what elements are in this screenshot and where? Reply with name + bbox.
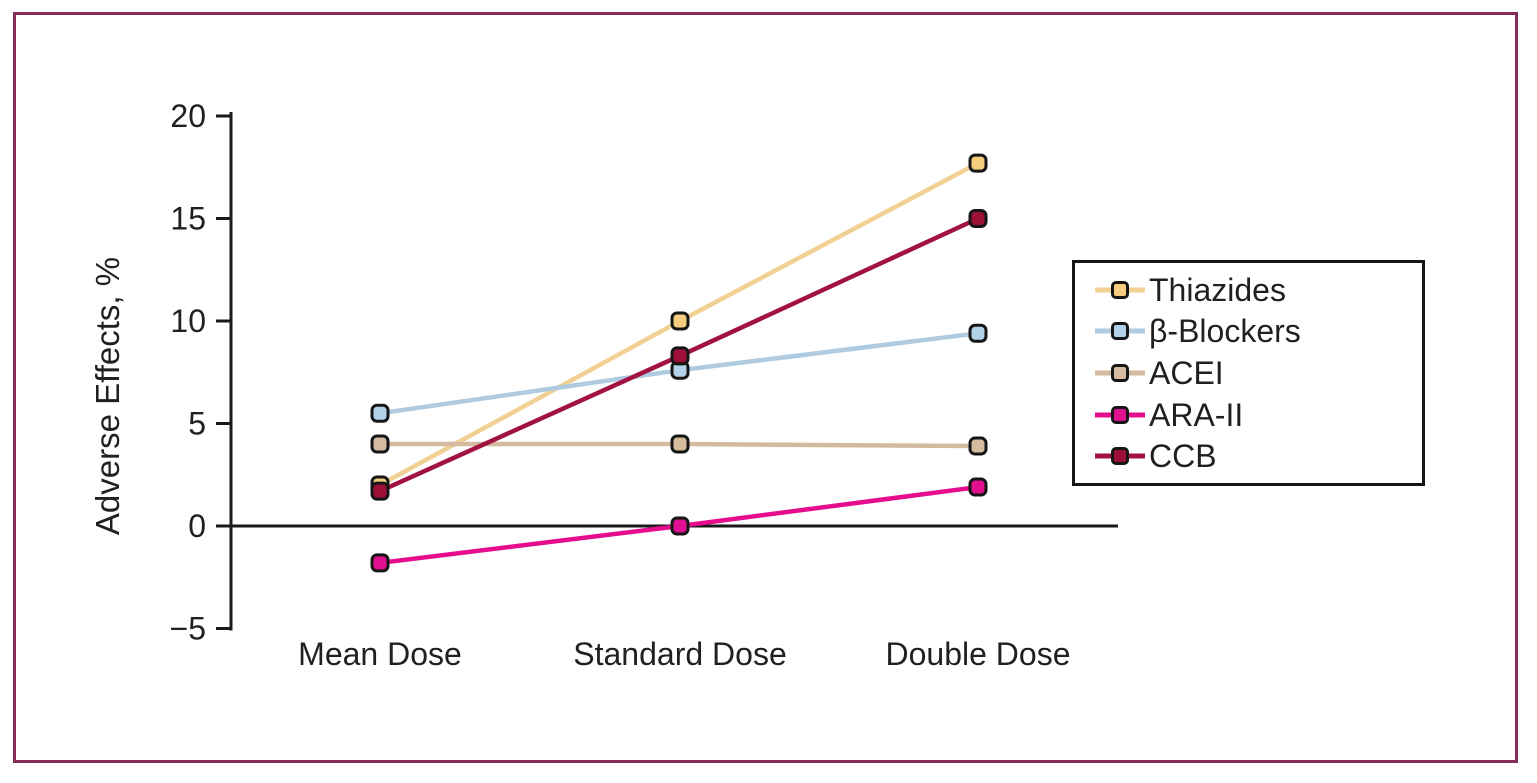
x-axis-labels: Mean Dose Standard Dose Double Dose xyxy=(298,636,1070,672)
legend-item-acei: ACEI xyxy=(1075,354,1422,392)
legend-marker-swatch xyxy=(1111,322,1129,341)
legend-label-ccb: CCB xyxy=(1149,438,1217,475)
y-tick-label-10: 10 xyxy=(170,303,206,339)
x-category-label-standard-dose: Standard Dose xyxy=(573,636,786,672)
series-ara-ii xyxy=(370,477,988,573)
data-point-ara-ii-2 xyxy=(968,477,988,497)
data-point-ccb-1 xyxy=(670,346,690,366)
legend-marker-swatch xyxy=(1111,405,1129,424)
y-tick-label-5: −5 xyxy=(170,611,206,647)
legend-swatch-ccb xyxy=(1095,446,1145,466)
plot-series xyxy=(370,153,988,573)
legend-marker-swatch xyxy=(1111,280,1129,299)
data-point-acei-1 xyxy=(670,434,690,454)
data-point-thiazides-2 xyxy=(968,153,988,173)
legend-swatch-acei xyxy=(1095,363,1145,383)
legend-item-ara-ii: ARA-II xyxy=(1075,396,1422,434)
data-point-ccb-2 xyxy=(968,209,988,228)
legend-swatch-blockers xyxy=(1095,321,1145,341)
data-point-acei-2 xyxy=(968,436,988,456)
data-point-acei-0 xyxy=(370,434,390,454)
y-tick-label-5: 5 xyxy=(188,406,206,442)
data-point-blockers-0 xyxy=(370,403,390,423)
x-category-label-double-dose: Double Dose xyxy=(886,636,1071,672)
legend-label-thiazides: Thiazides xyxy=(1149,271,1286,308)
legend-item-blockers: β-Blockers xyxy=(1075,312,1422,350)
legend-swatch-ara-ii xyxy=(1095,405,1145,425)
y-tick-label-15: 15 xyxy=(170,201,206,237)
legend-swatch-thiazides xyxy=(1095,280,1145,300)
legend-item-ccb: CCB xyxy=(1075,437,1422,475)
legend-marker-swatch xyxy=(1111,447,1129,466)
axes: 20 15 10 5 0 −5 xyxy=(170,98,1118,647)
series-ccb xyxy=(370,209,988,501)
legend-label-ara-ii: ARA-II xyxy=(1149,396,1244,433)
y-axis-title: Adverse Effects, % xyxy=(89,257,126,535)
y-tick-label-0: 0 xyxy=(188,508,206,544)
legend-label-acei: ACEI xyxy=(1149,354,1224,391)
y-tick-label-20: 20 xyxy=(170,98,206,134)
data-point-blockers-2 xyxy=(968,323,988,343)
data-point-ara-ii-0 xyxy=(370,553,390,573)
data-point-ara-ii-1 xyxy=(670,516,690,536)
x-category-label-mean-dose: Mean Dose xyxy=(298,636,462,672)
series-blockers xyxy=(370,323,988,423)
data-point-ccb-0 xyxy=(370,481,390,501)
legend-marker-swatch xyxy=(1111,363,1129,382)
legend-item-thiazides: Thiazides xyxy=(1075,271,1422,309)
legend-label-blockers: β-Blockers xyxy=(1149,313,1301,350)
legend: Thiazides β-Blockers ACEI ARA-II CCB xyxy=(1072,260,1425,486)
data-point-thiazides-1 xyxy=(670,311,690,331)
